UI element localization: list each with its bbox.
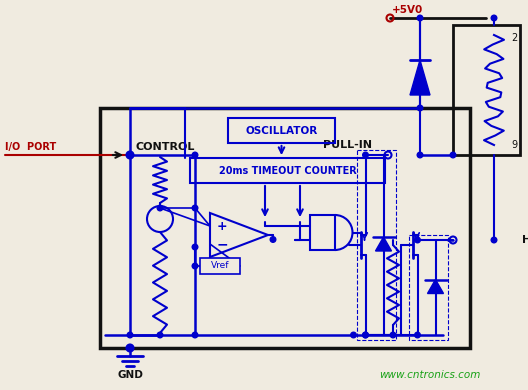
Circle shape — [127, 332, 133, 338]
Text: OSCILLATOR: OSCILLATOR — [246, 126, 318, 135]
Circle shape — [390, 332, 396, 338]
Circle shape — [157, 205, 163, 211]
Circle shape — [363, 332, 369, 338]
Circle shape — [414, 332, 420, 338]
Circle shape — [351, 332, 356, 338]
Text: CONTROL: CONTROL — [135, 142, 194, 152]
Circle shape — [414, 237, 420, 243]
Bar — [200, 258, 240, 274]
Circle shape — [192, 244, 198, 250]
Bar — [100, 108, 470, 348]
Circle shape — [363, 332, 369, 338]
Circle shape — [450, 152, 456, 158]
Bar — [310, 215, 335, 250]
Text: PULL-IN: PULL-IN — [323, 140, 372, 150]
Text: 2: 2 — [511, 33, 517, 43]
Circle shape — [192, 332, 198, 338]
Text: 20ms TIMEOUT COUNTER: 20ms TIMEOUT COUNTER — [219, 165, 356, 176]
Text: +: + — [216, 220, 228, 232]
Polygon shape — [410, 60, 430, 95]
Circle shape — [491, 237, 497, 243]
Circle shape — [192, 152, 198, 158]
Circle shape — [127, 152, 133, 158]
Circle shape — [270, 237, 276, 242]
Text: Vref: Vref — [211, 262, 229, 271]
Bar — [453, 25, 520, 155]
Bar — [228, 118, 335, 143]
Text: +5V0: +5V0 — [392, 5, 423, 15]
Text: www.cntronics.com: www.cntronics.com — [379, 370, 480, 380]
Circle shape — [192, 263, 198, 269]
Circle shape — [417, 105, 423, 111]
Circle shape — [491, 15, 497, 21]
Polygon shape — [428, 280, 444, 294]
Circle shape — [127, 345, 133, 351]
Circle shape — [157, 332, 163, 338]
Polygon shape — [375, 237, 391, 251]
Bar — [190, 158, 385, 183]
Circle shape — [192, 205, 198, 211]
Text: 9: 9 — [511, 140, 517, 150]
Circle shape — [417, 15, 423, 21]
Text: I/O  PORT: I/O PORT — [5, 142, 56, 152]
Text: HOLD: HOLD — [522, 235, 528, 245]
Circle shape — [363, 152, 369, 158]
Text: −: − — [216, 237, 228, 251]
Bar — [356, 150, 395, 340]
Circle shape — [417, 152, 423, 158]
Circle shape — [127, 152, 133, 158]
Text: GND: GND — [117, 370, 143, 380]
Bar — [409, 235, 448, 340]
